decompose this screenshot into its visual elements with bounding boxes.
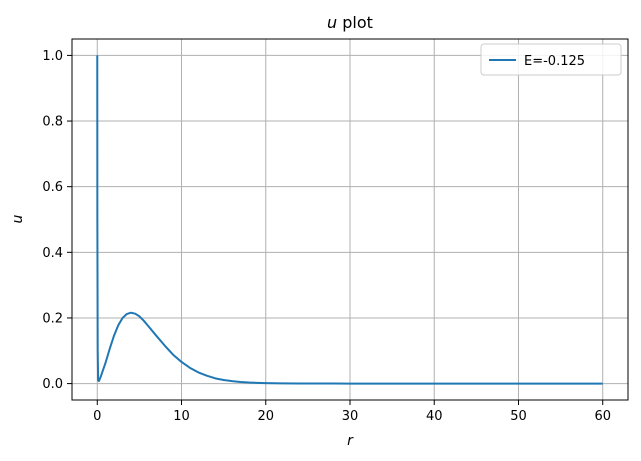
x-tick-label: 40 bbox=[426, 409, 443, 424]
x-tick-label: 20 bbox=[257, 409, 274, 424]
grid bbox=[72, 39, 628, 400]
series-layer bbox=[96, 55, 603, 385]
y-ticks: 0.0 0.2 0.4 0.6 0.8 1.0 bbox=[42, 49, 72, 392]
legend: E=-0.125 bbox=[480, 43, 622, 76]
y-tick-label: 0.8 bbox=[42, 115, 63, 130]
y-tick-label: 1.0 bbox=[42, 49, 63, 64]
x-tick-label: 0 bbox=[93, 409, 101, 424]
chart-title: u plot bbox=[327, 13, 373, 32]
series-line bbox=[96, 55, 603, 385]
chart-title-text: plot bbox=[337, 13, 373, 32]
x-tick-label: 10 bbox=[173, 409, 190, 424]
x-ticks: 0 10 20 30 40 50 60 bbox=[93, 400, 611, 424]
y-tick-label: 0.4 bbox=[42, 246, 63, 261]
x-tick-label: 60 bbox=[594, 409, 611, 424]
y-tick-label: 0.2 bbox=[42, 311, 63, 326]
y-tick-label: 0.0 bbox=[42, 377, 63, 392]
chart-title-variable: u bbox=[327, 13, 337, 32]
x-tick-label: 30 bbox=[342, 409, 359, 424]
x-axis-label: r bbox=[347, 433, 354, 449]
y-axis-label: u bbox=[10, 214, 26, 223]
legend-box bbox=[480, 43, 622, 76]
legend-label: E=-0.125 bbox=[524, 54, 585, 69]
y-tick-label: 0.6 bbox=[42, 180, 63, 195]
x-tick-label: 50 bbox=[510, 409, 527, 424]
